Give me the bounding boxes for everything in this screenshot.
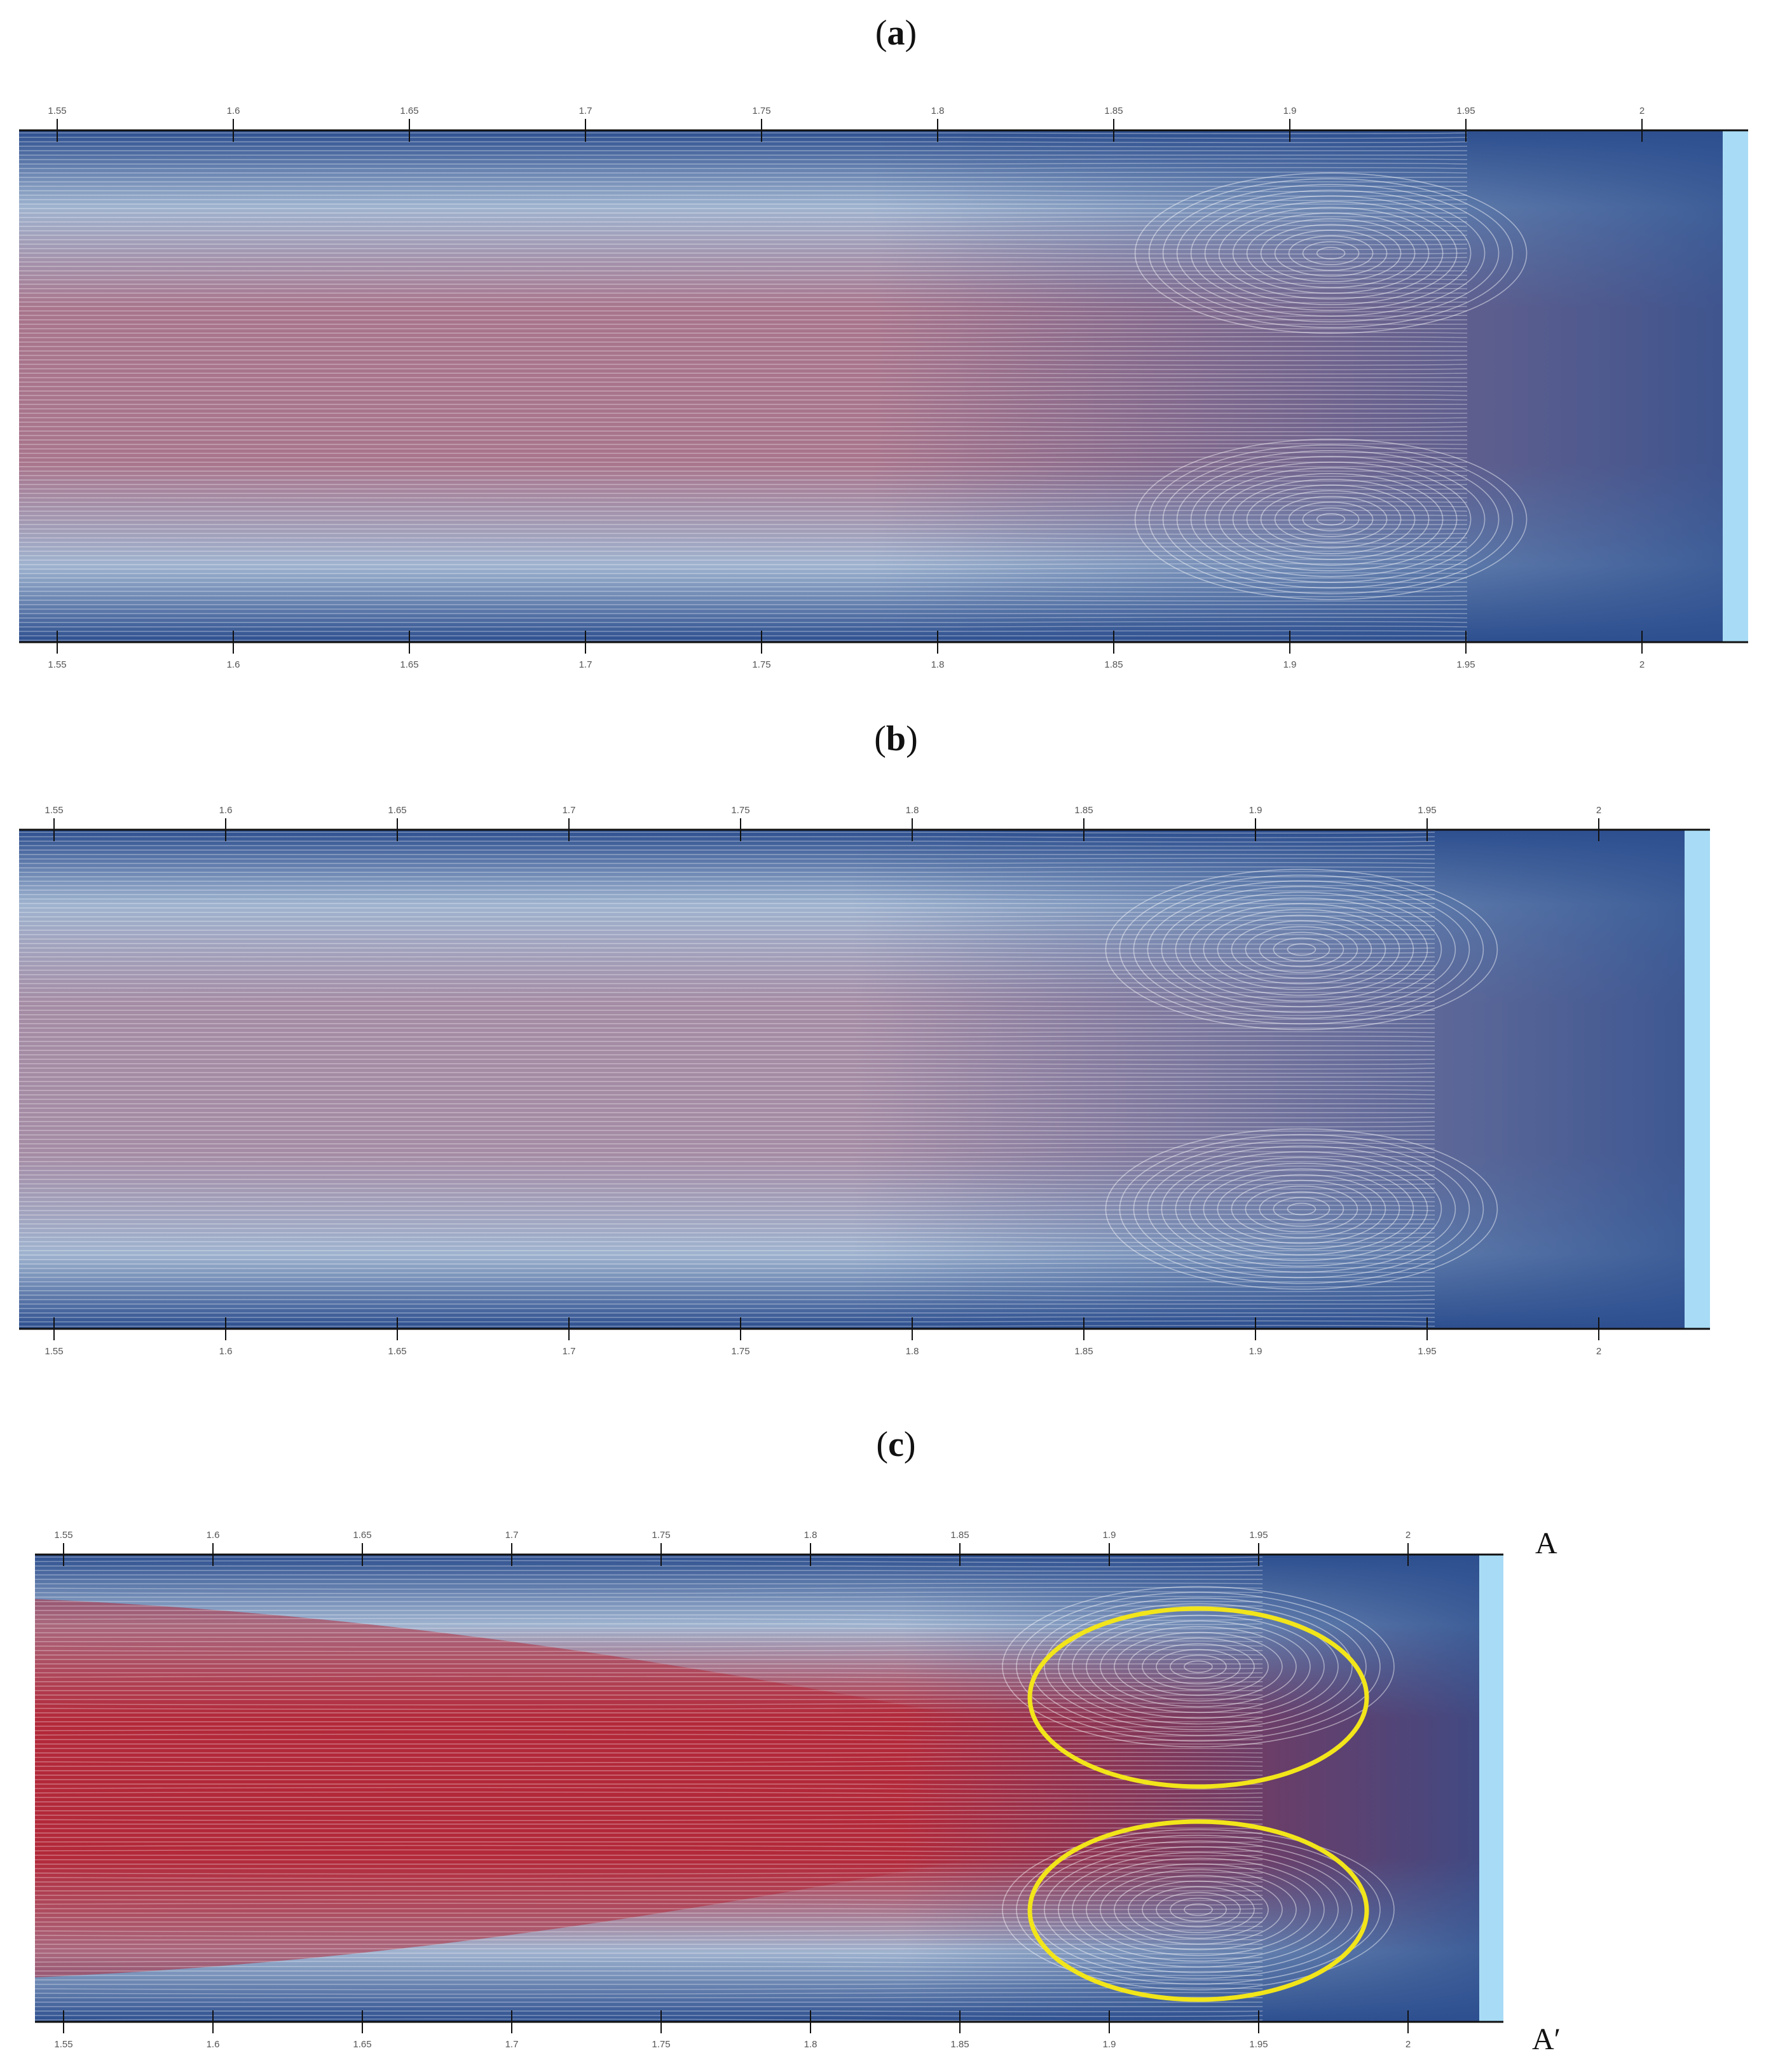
top-tick-label: 1.55 bbox=[48, 106, 66, 116]
bottom-tick-label: 1.9 bbox=[1283, 659, 1297, 670]
wall-boundary bbox=[1479, 1555, 1503, 2022]
bottom-tick-label: 1.7 bbox=[505, 2039, 519, 2050]
bottom-tick-label: 1.9 bbox=[1103, 2039, 1116, 2050]
bottom-tick-label: 1.8 bbox=[931, 659, 945, 670]
panel-a-label-close: ) bbox=[905, 13, 917, 53]
top-tick-label: 1.75 bbox=[652, 1530, 670, 1541]
bottom-tick-label: 1.65 bbox=[400, 659, 418, 670]
axis-ticks: 1.55 1.6 1.65 1.7 1.75 1.8 1.85 1.9 1.95 2 1.55 1.6… bbox=[48, 106, 1645, 670]
panel-a-label-open: ( bbox=[875, 13, 887, 53]
top-tick-label: 1.55 bbox=[44, 805, 63, 816]
top-tick-label: 1.75 bbox=[752, 106, 770, 116]
top-tick-label: 1.65 bbox=[400, 106, 418, 116]
top-tick-label: 1.95 bbox=[1418, 805, 1436, 816]
top-tick-label: 1.85 bbox=[950, 1530, 969, 1541]
panel-a-streamline-plot: 1.55 1.6 1.65 1.7 1.75 1.8 1.85 1.9 1.95 2 1.55 1.6… bbox=[19, 95, 1780, 680]
panel-c-label-open: ( bbox=[876, 1425, 889, 1464]
bottom-tick-label: 1.85 bbox=[1104, 659, 1123, 670]
bottom-tick-label: 1.65 bbox=[388, 1346, 406, 1357]
top-tick-label: 1.95 bbox=[1249, 1530, 1268, 1541]
streamlines bbox=[35, 1556, 1263, 2022]
section-label-top: A bbox=[1535, 1527, 1557, 1560]
top-tick-label: 1.6 bbox=[207, 1530, 220, 1541]
axis-ticks: 1.55 1.6 1.65 1.7 1.75 1.8 1.85 1.9 1.95 2 1.55 1.6… bbox=[44, 805, 1601, 1357]
axis-ticks: 1.55 1.6 1.65 1.7 1.75 1.8 1.85 1.9 1.95 2 1.55 1.6… bbox=[54, 1530, 1411, 2050]
top-tick-label: 1.7 bbox=[579, 106, 592, 116]
bottom-tick-label: 1.8 bbox=[906, 1346, 919, 1357]
bottom-tick-label: 1.95 bbox=[1418, 1346, 1436, 1357]
section-label-bottom: A′ bbox=[1532, 2022, 1561, 2056]
panel-c-letter: c bbox=[888, 1425, 904, 1464]
bottom-tick-label: 2 bbox=[1639, 659, 1645, 670]
top-tick-label: 2 bbox=[1639, 106, 1645, 116]
top-tick-label: 1.75 bbox=[731, 805, 749, 816]
top-tick-label: 1.85 bbox=[1104, 106, 1123, 116]
top-tick-label: 1.55 bbox=[54, 1530, 72, 1541]
panel-b-label-open: ( bbox=[874, 719, 886, 759]
top-tick-label: 1.65 bbox=[353, 1530, 371, 1541]
wake-fade bbox=[35, 1555, 1479, 2022]
flow-field bbox=[35, 1555, 1479, 2022]
panel-b-label: (b) bbox=[0, 718, 1792, 759]
bottom-tick-label: 1.95 bbox=[1456, 659, 1475, 670]
top-tick-label: 1.7 bbox=[505, 1530, 519, 1541]
top-tick-label: 1.8 bbox=[931, 106, 945, 116]
panel-c-label-close: ) bbox=[903, 1425, 916, 1464]
bottom-tick-label: 1.8 bbox=[804, 2039, 817, 2050]
panel-a-letter: a bbox=[887, 13, 905, 53]
panel-a-svg: 1.55 1.6 1.65 1.7 1.75 1.8 1.85 1.9 1.95 2 1.55 1.6… bbox=[19, 106, 1748, 670]
bottom-tick-label: 2 bbox=[1596, 1346, 1601, 1357]
panel-b-letter: b bbox=[886, 719, 906, 759]
top-tick-label: 1.8 bbox=[804, 1530, 817, 1541]
bottom-tick-label: 1.6 bbox=[207, 2039, 220, 2050]
top-tick-label: 1.9 bbox=[1249, 805, 1262, 816]
bottom-tick-label: 1.55 bbox=[48, 659, 66, 670]
panel-c-label: (c) bbox=[0, 1424, 1792, 1465]
top-tick-label: 1.6 bbox=[219, 805, 233, 816]
wake-fade bbox=[19, 130, 1723, 642]
panel-b-label-close: ) bbox=[906, 719, 918, 759]
top-tick-label: 1.7 bbox=[563, 805, 576, 816]
panel-b-streamline-plot: 1.55 1.6 1.65 1.7 1.75 1.8 1.85 1.9 1.95 2 1.55 1.6… bbox=[19, 795, 1748, 1380]
bottom-tick-label: 1.7 bbox=[563, 1346, 576, 1357]
vortices bbox=[1134, 172, 1528, 600]
bottom-tick-label: 2 bbox=[1406, 2039, 1411, 2050]
wall-boundary bbox=[1723, 130, 1748, 642]
flow-field bbox=[19, 130, 1723, 642]
panel-a-label: (a) bbox=[0, 13, 1792, 53]
bottom-tick-label: 1.9 bbox=[1249, 1346, 1262, 1357]
wall-boundary bbox=[1685, 830, 1710, 1329]
bottom-tick-label: 1.75 bbox=[752, 659, 770, 670]
highlight-vortex-bottom bbox=[1027, 1819, 1369, 2002]
top-tick-label: 2 bbox=[1406, 1530, 1411, 1541]
bottom-tick-label: 1.75 bbox=[731, 1346, 749, 1357]
wake-fade bbox=[19, 830, 1685, 1329]
bottom-tick-label: 1.55 bbox=[54, 2039, 72, 2050]
flow-field bbox=[19, 830, 1685, 1329]
top-tick-label: 1.6 bbox=[227, 106, 240, 116]
bottom-tick-label: 1.65 bbox=[353, 2039, 371, 2050]
bottom-tick-label: 1.85 bbox=[1074, 1346, 1093, 1357]
bottom-tick-label: 1.95 bbox=[1249, 2039, 1268, 2050]
panel-c-svg: 1.55 1.6 1.65 1.7 1.75 1.8 1.85 1.9 1.95 2 1.55 1.6… bbox=[35, 1530, 1503, 2050]
top-tick-label: 1.9 bbox=[1103, 1530, 1116, 1541]
top-tick-label: 1.65 bbox=[388, 805, 406, 816]
bottom-tick-label: 1.6 bbox=[227, 659, 240, 670]
panel-c-streamline-plot: 1.55 1.6 1.65 1.7 1.75 1.8 1.85 1.9 1.95 2 1.55 1.6… bbox=[35, 1520, 1522, 2054]
bottom-tick-label: 1.6 bbox=[219, 1346, 233, 1357]
vortices bbox=[1105, 869, 1498, 1290]
top-tick-label: 2 bbox=[1596, 805, 1601, 816]
bottom-tick-label: 1.55 bbox=[44, 1346, 63, 1357]
top-tick-label: 1.85 bbox=[1074, 805, 1093, 816]
top-tick-label: 1.9 bbox=[1283, 106, 1297, 116]
vortices bbox=[1002, 1586, 1395, 1991]
top-tick-label: 1.8 bbox=[906, 805, 919, 816]
bottom-tick-label: 1.85 bbox=[950, 2039, 969, 2050]
bottom-tick-label: 1.75 bbox=[652, 2039, 670, 2050]
highlight-vortex-top bbox=[1027, 1606, 1369, 1789]
top-tick-label: 1.95 bbox=[1456, 106, 1475, 116]
panel-b-svg: 1.55 1.6 1.65 1.7 1.75 1.8 1.85 1.9 1.95 2 1.55 1.6… bbox=[19, 805, 1710, 1357]
bottom-tick-label: 1.7 bbox=[579, 659, 592, 670]
